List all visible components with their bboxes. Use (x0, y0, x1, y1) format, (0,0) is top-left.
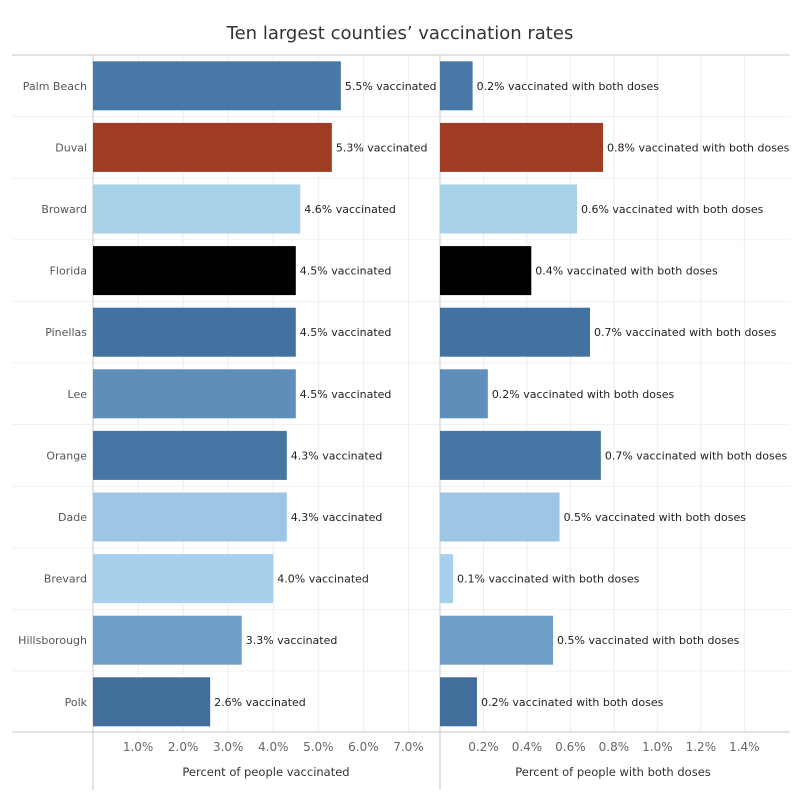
x-tick-label: 0.2% (468, 740, 499, 754)
category-label-lee: Lee (68, 388, 88, 401)
data-label-duval: 0.8% vaccinated with both doses (607, 141, 790, 154)
x-tick-label: 0.8% (599, 740, 630, 754)
bar-palm-beach (93, 61, 341, 111)
category-label-hillsborough: Hillsborough (18, 634, 87, 647)
data-label-duval: 5.3% vaccinated (336, 141, 428, 154)
bar-hillsborough (440, 615, 554, 665)
x-tick-label: 7.0% (393, 740, 424, 754)
category-label-orange: Orange (46, 449, 87, 462)
bar-dade (440, 492, 560, 542)
data-label-brevard: 4.0% vaccinated (277, 573, 369, 586)
bar-dade (93, 492, 287, 542)
data-label-orange: 4.3% vaccinated (291, 449, 383, 462)
data-label-polk: 2.6% vaccinated (214, 696, 306, 709)
data-label-lee: 4.5% vaccinated (300, 388, 392, 401)
chart-frame (12, 54, 790, 790)
bar-duval (440, 122, 604, 172)
bar-pinellas (93, 307, 296, 357)
bar-duval (93, 122, 332, 172)
panel-vaccinated: 1.0% 2.0% 3.0% 4.0% 5.0% 6.0% 7.0% 5.5% vaccina… (93, 61, 436, 754)
x-tick-label: 1.0% (123, 740, 154, 754)
data-label-brevard: 0.1% vaccinated with both doses (457, 573, 640, 586)
data-label-florida: 0.4% vaccinated with both doses (535, 265, 718, 278)
bar-broward (93, 184, 301, 234)
bar-pinellas (440, 307, 590, 357)
x-tick-label: 3.0% (213, 740, 244, 754)
bar-hillsborough (93, 615, 242, 665)
bar-broward (440, 184, 577, 234)
bar-florida (440, 246, 532, 296)
bar-polk (440, 677, 477, 727)
data-label-lee: 0.2% vaccinated with both doses (492, 388, 675, 401)
x-tick-label: 0.4% (512, 740, 543, 754)
x-tick-label: 1.2% (686, 740, 717, 754)
category-labels: Palm Beach Duval Broward Florida Pinellas Lee… (18, 80, 87, 709)
data-label-pinellas: 4.5% vaccinated (300, 326, 392, 339)
category-label-polk: Polk (65, 696, 88, 709)
x-tick-label: 1.0% (642, 740, 673, 754)
data-label-palm-beach: 0.2% vaccinated with both doses (477, 80, 660, 93)
category-label-pinellas: Pinellas (45, 326, 87, 339)
data-label-palm-beach: 5.5% vaccinated (345, 80, 437, 93)
x-tick-label: 0.6% (555, 740, 586, 754)
data-label-orange: 0.7% vaccinated with both doses (605, 449, 788, 462)
x-axis-title-vaccinated: Percent of people vaccinated (182, 765, 349, 779)
bar-brevard (440, 554, 454, 604)
bar-polk (93, 677, 211, 727)
bar-orange (440, 430, 601, 480)
panel-both-doses: 0.2% 0.4% 0.6% 0.8% 1.0% 1.2% 1.4% 0.2% vaccina… (440, 61, 790, 754)
data-label-florida: 4.5% vaccinated (300, 265, 392, 278)
x-tick-label: 6.0% (348, 740, 379, 754)
x-axis-title-both-doses: Percent of people with both doses (515, 765, 711, 779)
data-label-polk: 0.2% vaccinated with both doses (481, 696, 664, 709)
x-tick-label: 5.0% (303, 740, 334, 754)
x-tick-label: 1.4% (729, 740, 760, 754)
bar-orange (93, 430, 287, 480)
data-label-pinellas: 0.7% vaccinated with both doses (594, 326, 777, 339)
bar-florida (93, 246, 296, 296)
data-label-hillsborough: 3.3% vaccinated (246, 634, 338, 647)
category-label-brevard: Brevard (44, 573, 87, 586)
data-label-dade: 4.3% vaccinated (291, 511, 383, 524)
data-label-hillsborough: 0.5% vaccinated with both doses (557, 634, 740, 647)
data-label-broward: 0.6% vaccinated with both doses (581, 203, 764, 216)
bar-brevard (93, 554, 274, 604)
bar-lee (93, 369, 296, 419)
bar-lee (440, 369, 488, 419)
category-label-palm-beach: Palm Beach (23, 80, 87, 93)
category-label-broward: Broward (41, 203, 87, 216)
data-label-broward: 4.6% vaccinated (304, 203, 396, 216)
category-label-duval: Duval (55, 141, 87, 154)
bar-palm-beach (440, 61, 473, 111)
chart-title: Ten largest counties’ vaccination rates (226, 23, 574, 44)
x-tick-label: 4.0% (258, 740, 289, 754)
category-label-florida: Florida (50, 265, 87, 278)
x-tick-label: 2.0% (168, 740, 199, 754)
data-label-dade: 0.5% vaccinated with both doses (564, 511, 747, 524)
category-label-dade: Dade (58, 511, 87, 524)
